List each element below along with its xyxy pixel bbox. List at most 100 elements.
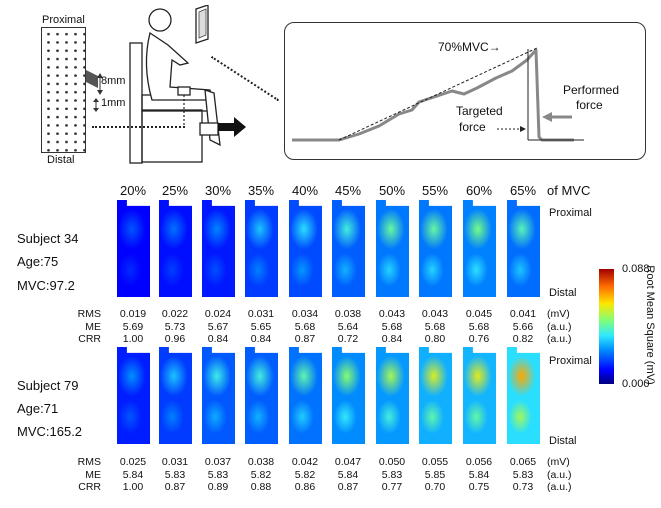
rms-colorbar [599,269,614,384]
metric-column: 0.038 5.82 0.88 [241,456,281,494]
metric-rms-value: 0.056 [465,456,493,468]
metric-crr-value: 0.89 [207,481,229,493]
force-trace [292,47,584,142]
unit-au: (a.u.) [547,320,572,333]
of-mvc-label: of MVC [547,183,591,198]
metric-rms-value: 0.034 [291,308,319,320]
force-arrow-icon [218,117,246,137]
rms-heatmap [419,200,452,297]
metric-column: 0.019 5.69 1.00 [113,308,153,346]
metric-column: 0.042 5.82 0.86 [285,456,325,494]
mvc-percent-0: 20% [119,183,147,198]
metric-me-value: 5.68 [424,320,446,333]
rms-heatmap [463,347,496,444]
subject-1-name: Subject 34 [17,231,79,246]
metric-column: 0.045 5.68 0.76 [459,308,499,346]
metric-crr-value: 1.00 [122,333,144,345]
subject-chair-illustration [129,8,221,164]
metric-me-value: 5.68 [381,320,403,333]
metric-crr-value: 0.76 [468,333,490,345]
metric-me-value: 5.82 [250,468,272,481]
metric-crr-value: 0.84 [207,333,229,345]
subject-2-mvc: MVC:165.2 [17,424,83,439]
metric-column: 0.037 5.83 0.89 [198,456,238,494]
metric-rms-value: 0.019 [119,308,147,320]
metric-me-value: 5.68 [294,320,316,333]
metric-me-value: 5.84 [122,468,144,481]
rms-heatmap [332,347,365,444]
metric-crr-value: 0.72 [337,333,359,345]
metric-me-value: 5.83 [512,468,534,481]
metric-column: 0.031 5.65 0.84 [241,308,281,346]
metric-column: 0.056 5.84 0.75 [459,456,499,494]
metric-column: 0.038 5.64 0.72 [328,308,368,346]
rms-heatmap [245,200,278,297]
rms-heatmap [117,347,150,444]
mvc-percent-8: 60% [465,183,493,198]
rms-heatmap [463,200,496,297]
metric-rms-value: 0.043 [378,308,406,320]
metric-crr-value: 0.86 [294,481,316,493]
rms-heatmap [202,347,235,444]
metric-crr-value: 0.87 [337,481,359,493]
metric-me-value: 5.85 [424,468,446,481]
metric-rms-value: 0.043 [421,308,449,320]
metric-crr-value: 0.84 [381,333,403,345]
metric-crr-value: 0.80 [424,333,446,345]
subject-1-units: (mV) (a.u.) (a.u.) [547,308,572,346]
metric-column: 0.050 5.83 0.77 [372,456,412,494]
row2-distal-label: Distal [549,435,577,447]
grid-connector-line [92,126,185,128]
metric-rms-value: 0.037 [204,456,232,468]
metric-crr-value: 0.87 [294,333,316,345]
performed-force-label-2: force [576,98,603,112]
mvc-percent-7: 55% [421,183,449,198]
spacing-label-1mm: 1mm [101,97,126,109]
colorbar-title: Root Mean Square (mV) [644,265,656,385]
electrode-grid [41,27,86,153]
metric-name-me: ME [85,320,101,333]
rms-heatmap [159,200,192,297]
mvc-percent-3: 35% [247,183,275,198]
metric-me-value: 5.67 [207,320,229,333]
metric-me-value: 5.73 [164,320,186,333]
force-plot-panel [284,22,646,160]
metric-rms-value: 0.038 [334,308,362,320]
metric-rms-value: 0.031 [161,456,189,468]
subject-1-age: Age:75 [17,254,59,269]
rms-heatmap [507,347,540,444]
targeted-force-label-1: Targeted [456,104,503,118]
subject-1-metric-names: RMS ME CRR [57,308,101,346]
mvc-percent-9: 65% [509,183,537,198]
subject-1-mvc: MVC:97.2 [17,278,75,293]
metric-me-value: 5.66 [512,320,534,333]
metric-column: 0.022 5.73 0.96 [155,308,195,346]
rms-heatmap [419,347,452,444]
colorbar-max-label: 0.088 [622,263,650,275]
metric-column: 0.047 5.84 0.87 [328,456,368,494]
metric-rms-value: 0.045 [465,308,493,320]
metric-crr-value: 0.84 [250,333,272,345]
row1-distal-label: Distal [549,287,577,299]
metric-crr-value: 0.87 [164,481,186,493]
spacing-label-8mm: 8mm [101,75,126,87]
unit-au: (a.u.) [547,481,572,493]
metric-column: 0.065 5.83 0.73 [503,456,543,494]
rms-heatmap [332,200,365,297]
unit-au: (a.u.) [547,333,572,345]
performed-force-label-1: Performed [563,83,620,97]
unit-au: (a.u.) [547,468,572,481]
rms-heatmap [245,347,278,444]
rms-heatmap [159,347,192,444]
metric-crr-value: 0.96 [164,333,186,345]
metric-crr-value: 0.82 [512,333,534,345]
metric-rms-value: 0.038 [247,456,275,468]
metric-rms-value: 0.025 [119,456,147,468]
subject-2-name: Subject 79 [17,378,79,393]
rms-heatmap [507,200,540,297]
metric-name-crr: CRR [78,481,101,493]
metric-me-value: 5.64 [337,320,359,333]
row1-proximal-label: Proximal [549,207,592,219]
metric-crr-value: 0.77 [381,481,403,493]
targeted-force-label-2: force [459,120,486,134]
